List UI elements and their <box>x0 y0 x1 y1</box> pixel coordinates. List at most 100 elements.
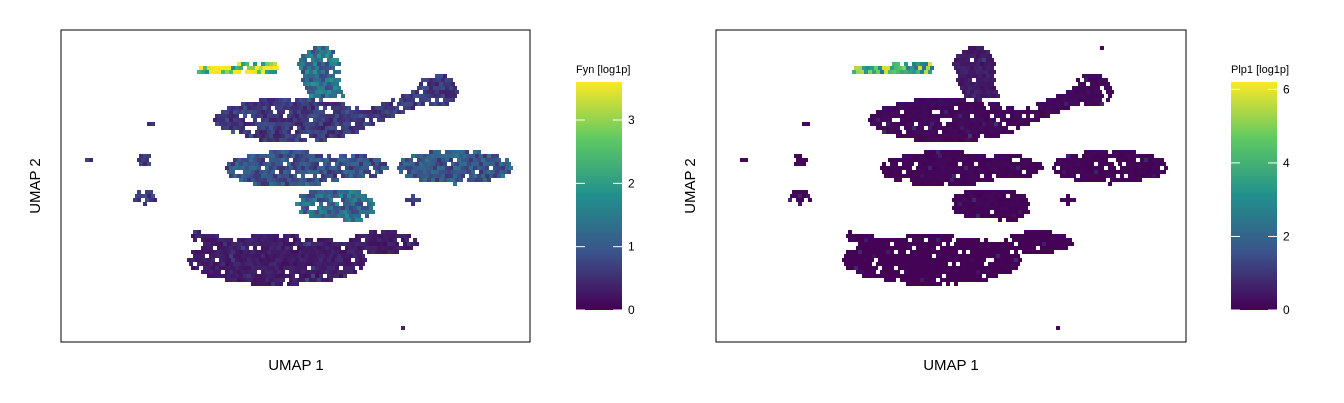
hexbin-cell <box>273 62 277 66</box>
hexbin-cell <box>856 262 860 266</box>
hexbin-cell <box>958 194 962 198</box>
hexbin-cell <box>433 86 437 90</box>
hexbin-cell <box>978 266 982 270</box>
hexbin-cell <box>337 62 341 66</box>
hexbin-cell <box>267 130 271 134</box>
hexbin-cell <box>1022 202 1026 206</box>
hexbin-cell <box>740 158 744 162</box>
hexbin-cell <box>375 170 379 174</box>
hexbin-cell <box>377 158 381 162</box>
hexbin-cell <box>1102 82 1106 86</box>
hexbin-cell <box>966 210 970 214</box>
hexbin-cell <box>976 254 980 258</box>
hexbin-cell <box>1070 162 1074 166</box>
hexbin-cell <box>950 170 954 174</box>
hexbin-cell <box>437 158 441 162</box>
hexbin-cell <box>952 278 956 282</box>
hexbin-cell <box>315 266 319 270</box>
hexbin-cell <box>992 86 996 90</box>
hexbin-cell <box>998 162 1002 166</box>
hexbin-cell <box>930 138 934 142</box>
hexbin-cell <box>197 230 201 234</box>
hexbin-cell <box>355 114 359 118</box>
hexbin-cell <box>373 174 377 178</box>
hexbin-cell <box>269 70 273 74</box>
hexbin-cell <box>339 210 343 214</box>
hexbin-cell <box>363 234 367 238</box>
hexbin-cell <box>956 166 960 170</box>
hexbin-cell <box>888 118 892 122</box>
hexbin-cell <box>231 114 235 118</box>
hexbin-cell <box>796 190 800 194</box>
hexbin-cell <box>914 282 918 286</box>
hexbin-cell <box>429 174 433 178</box>
hexbin-cell <box>85 158 89 162</box>
hexbin-cell <box>1122 170 1126 174</box>
hexbin-cell <box>401 238 405 242</box>
hexbin-cell <box>1060 246 1064 250</box>
hexbin-cell <box>249 238 253 242</box>
hexbin-cell <box>956 126 960 130</box>
hexbin-cell <box>872 270 876 274</box>
hexbin-cell <box>211 266 215 270</box>
hexbin-cell <box>932 182 936 186</box>
hexbin-cell <box>149 190 153 194</box>
hexbin-cell <box>1006 162 1010 166</box>
hexbin-cell <box>313 118 317 122</box>
hexbin-cell <box>203 266 207 270</box>
hexbin-cell <box>996 174 1000 178</box>
hexbin-cell <box>315 250 319 254</box>
hexbin-cell <box>365 246 369 250</box>
hexbin-cell <box>307 202 311 206</box>
hexbin-cell <box>295 266 299 270</box>
hexbin-cell <box>215 242 219 246</box>
hexbin-cell <box>1102 178 1106 182</box>
colorbar-tick-label: 4 <box>1283 156 1290 170</box>
hexbin-cell <box>291 234 295 238</box>
hexbin-cell <box>321 214 325 218</box>
hexbin-cell <box>353 126 357 130</box>
hexbin-cell <box>393 230 397 234</box>
hexbin-cell <box>319 82 323 86</box>
hexbin-cell <box>331 74 335 78</box>
hexbin-cell <box>321 262 325 266</box>
hexbin-cell <box>347 266 351 270</box>
hexbin-cell <box>938 122 942 126</box>
hexbin-cell <box>253 278 257 282</box>
hexbin-cell <box>872 118 876 122</box>
hexbin-cell <box>1088 94 1092 98</box>
hexbin-cell <box>1010 234 1014 238</box>
hexbin-cell <box>1114 154 1118 158</box>
hexbin-cell <box>253 182 257 186</box>
hexbin-cell <box>357 174 361 178</box>
hexbin-cell <box>381 102 385 106</box>
hexbin-cell <box>1030 234 1034 238</box>
hexbin-cell <box>1130 162 1134 166</box>
hexbin-cell <box>487 162 491 166</box>
hexbin-cell <box>361 198 365 202</box>
hexbin-cell <box>1100 102 1104 106</box>
hexbin-cell <box>986 250 990 254</box>
hexbin-cell <box>902 114 906 118</box>
hexbin-cell <box>928 254 932 258</box>
hexbin-cell <box>976 70 980 74</box>
hexbin-cell <box>1048 110 1052 114</box>
hexbin-cell <box>203 258 207 262</box>
hexbin-cell <box>137 158 141 162</box>
hexbin-cell <box>1080 166 1084 170</box>
hexbin-cell <box>297 254 301 258</box>
hexbin-cell <box>940 238 944 242</box>
hexbin-cell <box>389 102 393 106</box>
hexbin-cell <box>237 246 241 250</box>
hexbin-cell <box>297 62 301 66</box>
hexbin-cell <box>984 110 988 114</box>
hexbin-cell <box>399 162 403 166</box>
hexbin-cell <box>449 78 453 82</box>
hexbin-cell <box>309 270 313 274</box>
hexbin-cell <box>277 102 281 106</box>
hexbin-cell <box>1086 74 1090 78</box>
hexbin-cell <box>880 166 884 170</box>
hexbin-cell <box>317 206 321 210</box>
hexbin-cell <box>1016 206 1020 210</box>
hexbin-cell <box>203 250 207 254</box>
